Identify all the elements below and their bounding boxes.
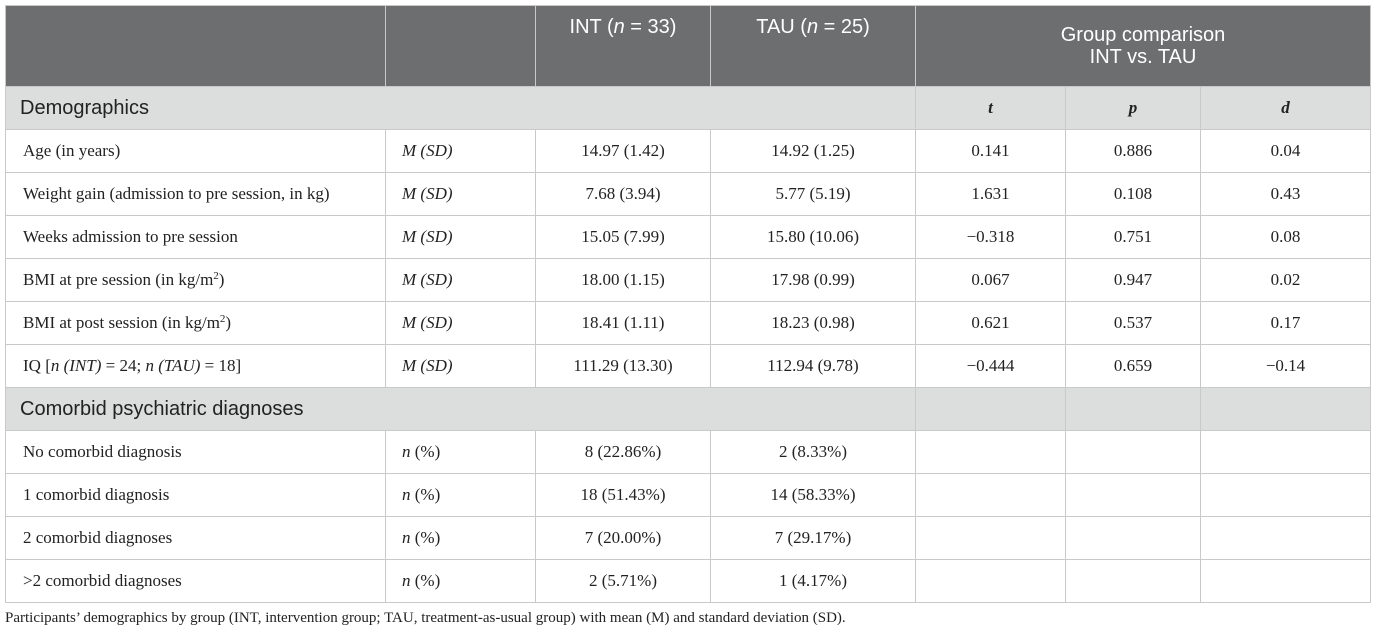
cell-empty bbox=[1065, 473, 1201, 517]
row-label: IQ [n (INT) = 24; n (TAU) = 18] bbox=[5, 344, 386, 388]
section-title: Demographics bbox=[5, 86, 916, 130]
cell-empty bbox=[915, 516, 1066, 560]
cell-int: 2 (5.71%) bbox=[535, 559, 711, 603]
table-row: BMI at post session (in kg/m2) M (SD) 18… bbox=[5, 301, 1372, 345]
header-empty-measure bbox=[385, 5, 536, 87]
cell-d: 0.43 bbox=[1199, 172, 1372, 216]
row-label: Weeks admission to pre session bbox=[5, 215, 386, 259]
header-row: INT (n = 33) TAU (n = 25) Group comparis… bbox=[5, 5, 1372, 87]
cell-tau: 14 (58.33%) bbox=[710, 473, 916, 517]
cell-int: 7.68 (3.94) bbox=[535, 172, 711, 216]
cell-tau: 112.94 (9.78) bbox=[710, 344, 916, 388]
cell-tau: 2 (8.33%) bbox=[710, 430, 916, 474]
cell-tau: 7 (29.17%) bbox=[710, 516, 916, 560]
cell-t: −0.444 bbox=[915, 344, 1066, 388]
row-measure: n (%) bbox=[385, 516, 536, 560]
header-group-comparison: Group comparison INT vs. TAU bbox=[914, 5, 1372, 87]
row-measure: M (SD) bbox=[385, 344, 536, 388]
row-label: BMI at post session (in kg/m2) bbox=[5, 301, 386, 345]
row-measure: n (%) bbox=[385, 559, 536, 603]
table-row: BMI at pre session (in kg/m2) M (SD) 18.… bbox=[5, 258, 1372, 302]
row-label: >2 comorbid diagnoses bbox=[5, 559, 386, 603]
cell-t: −0.318 bbox=[915, 215, 1066, 259]
cell-empty bbox=[1199, 473, 1372, 517]
section-demographics: Demographics t p d bbox=[5, 86, 1372, 130]
cell-p: 0.947 bbox=[1065, 258, 1201, 302]
table-row: 2 comorbid diagnoses n (%) 7 (20.00%) 7 … bbox=[5, 516, 1372, 560]
cell-tau: 1 (4.17%) bbox=[710, 559, 916, 603]
stat-t-header: t bbox=[915, 86, 1066, 130]
row-label: No comorbid diagnosis bbox=[5, 430, 386, 474]
row-measure: M (SD) bbox=[385, 172, 536, 216]
row-label: Age (in years) bbox=[5, 129, 386, 173]
cell-empty bbox=[1065, 559, 1201, 603]
section-comorbid: Comorbid psychiatric diagnoses bbox=[5, 387, 1372, 431]
cell-d: 0.04 bbox=[1199, 129, 1372, 173]
cell-p: 0.751 bbox=[1065, 215, 1201, 259]
cell-d: 0.02 bbox=[1199, 258, 1372, 302]
stat-d-header: d bbox=[1199, 86, 1372, 130]
row-label: 1 comorbid diagnosis bbox=[5, 473, 386, 517]
cell-t: 0.141 bbox=[915, 129, 1066, 173]
cell-int: 18 (51.43%) bbox=[535, 473, 711, 517]
row-measure: M (SD) bbox=[385, 215, 536, 259]
cell-int: 14.97 (1.42) bbox=[535, 129, 711, 173]
cell-empty bbox=[1199, 430, 1372, 474]
cell-tau: 18.23 (0.98) bbox=[710, 301, 916, 345]
cell-empty bbox=[1199, 516, 1372, 560]
table-container: INT (n = 33) TAU (n = 25) Group comparis… bbox=[5, 5, 1372, 627]
section-title: Comorbid psychiatric diagnoses bbox=[5, 387, 916, 431]
cell-t: 1.631 bbox=[915, 172, 1066, 216]
header-tau: TAU (n = 25) bbox=[710, 5, 916, 87]
cell-tau: 14.92 (1.25) bbox=[710, 129, 916, 173]
table-row: IQ [n (INT) = 24; n (TAU) = 18] M (SD) 1… bbox=[5, 344, 1372, 388]
cell-int: 18.41 (1.11) bbox=[535, 301, 711, 345]
cell-d: −0.14 bbox=[1199, 344, 1372, 388]
cell-empty bbox=[915, 473, 1066, 517]
section-empty-cell bbox=[915, 387, 1066, 431]
header-empty-label bbox=[5, 5, 386, 87]
cell-empty bbox=[915, 559, 1066, 603]
table-row: No comorbid diagnosis n (%) 8 (22.86%) 2… bbox=[5, 430, 1372, 474]
cell-p: 0.886 bbox=[1065, 129, 1201, 173]
cell-empty bbox=[1065, 430, 1201, 474]
cell-int: 15.05 (7.99) bbox=[535, 215, 711, 259]
row-measure: n (%) bbox=[385, 430, 536, 474]
cell-d: 0.08 bbox=[1199, 215, 1372, 259]
cell-t: 0.621 bbox=[915, 301, 1066, 345]
row-measure: M (SD) bbox=[385, 258, 536, 302]
cell-empty bbox=[1065, 516, 1201, 560]
row-measure: M (SD) bbox=[385, 129, 536, 173]
table-row: 1 comorbid diagnosis n (%) 18 (51.43%) 1… bbox=[5, 473, 1372, 517]
cell-empty bbox=[915, 430, 1066, 474]
row-label: Weight gain (admission to pre session, i… bbox=[5, 172, 386, 216]
row-measure: M (SD) bbox=[385, 301, 536, 345]
table-row: Age (in years) M (SD) 14.97 (1.42) 14.92… bbox=[5, 129, 1372, 173]
header-int: INT (n = 33) bbox=[535, 5, 711, 87]
cell-int: 18.00 (1.15) bbox=[535, 258, 711, 302]
row-measure: n (%) bbox=[385, 473, 536, 517]
cell-empty bbox=[1199, 559, 1372, 603]
cell-int: 8 (22.86%) bbox=[535, 430, 711, 474]
cell-t: 0.067 bbox=[915, 258, 1066, 302]
demographics-table: INT (n = 33) TAU (n = 25) Group comparis… bbox=[5, 5, 1372, 603]
section-empty-cell bbox=[1199, 387, 1372, 431]
stat-p-header: p bbox=[1065, 86, 1201, 130]
cell-tau: 17.98 (0.99) bbox=[710, 258, 916, 302]
section-empty-cell bbox=[1065, 387, 1201, 431]
cell-int: 7 (20.00%) bbox=[535, 516, 711, 560]
row-label: BMI at pre session (in kg/m2) bbox=[5, 258, 386, 302]
table-row: >2 comorbid diagnoses n (%) 2 (5.71%) 1 … bbox=[5, 559, 1372, 603]
table-caption: Participants’ demographics by group (INT… bbox=[5, 610, 846, 626]
cell-tau: 15.80 (10.06) bbox=[710, 215, 916, 259]
table-row: Weight gain (admission to pre session, i… bbox=[5, 172, 1372, 216]
table-row: Weeks admission to pre session M (SD) 15… bbox=[5, 215, 1372, 259]
cell-p: 0.659 bbox=[1065, 344, 1201, 388]
cell-p: 0.108 bbox=[1065, 172, 1201, 216]
cell-d: 0.17 bbox=[1199, 301, 1372, 345]
cell-int: 111.29 (13.30) bbox=[535, 344, 711, 388]
cell-tau: 5.77 (5.19) bbox=[710, 172, 916, 216]
row-label: 2 comorbid diagnoses bbox=[5, 516, 386, 560]
cell-p: 0.537 bbox=[1065, 301, 1201, 345]
